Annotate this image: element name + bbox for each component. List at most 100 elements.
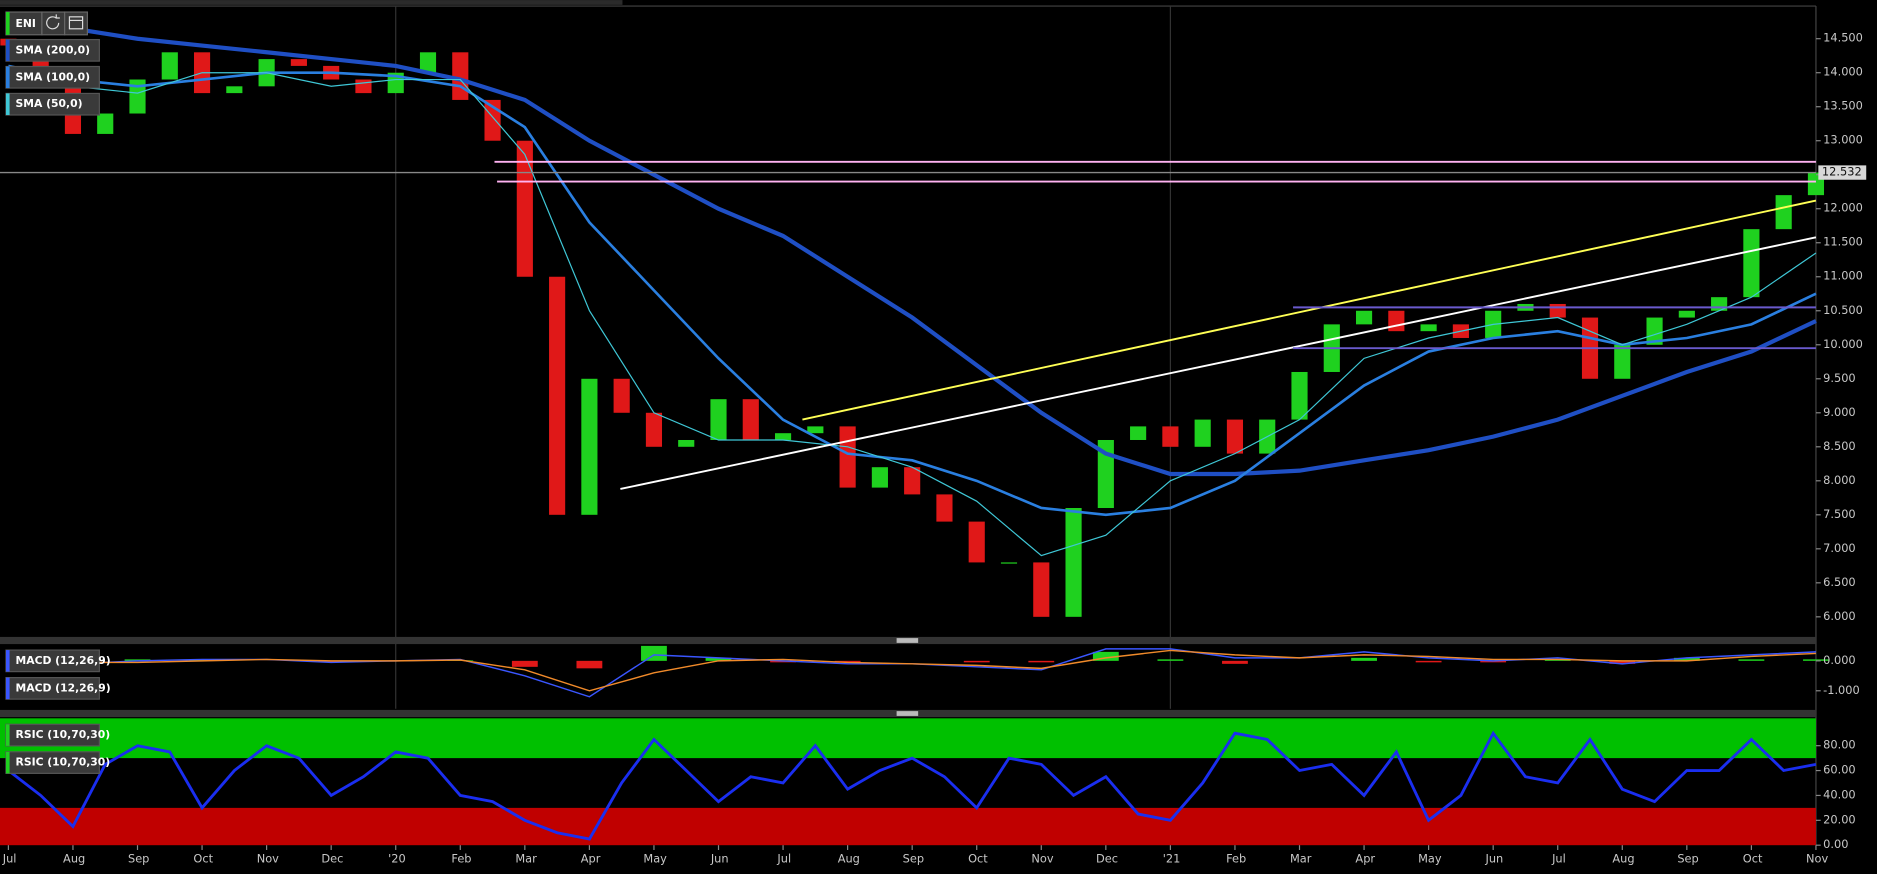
y-tick-label: 12.000 — [1823, 201, 1863, 215]
candle — [839, 426, 856, 488]
histogram-bar — [576, 660, 603, 669]
last-price-label: 12.532 — [1822, 165, 1862, 179]
x-tick-label: Jul — [1551, 852, 1566, 866]
candle — [581, 378, 598, 515]
legend-label: SMA (200,0) — [16, 43, 90, 56]
toolbar: ENI — [5, 11, 88, 36]
x-tick-label: '21 — [1163, 852, 1181, 866]
x-tick-label: Apr — [1355, 852, 1375, 866]
sma-line — [8, 64, 1817, 517]
sma-line — [8, 72, 1817, 557]
y-tick-label: 9.000 — [1823, 405, 1856, 419]
candle — [710, 399, 727, 440]
histogram-bar — [1222, 660, 1248, 664]
x-tick-label: May — [1418, 852, 1442, 866]
legend-label: RSIC (10,70,30) — [16, 756, 111, 769]
symbol: ENI — [16, 17, 36, 30]
histogram-bar — [1609, 660, 1636, 664]
y-tick-label: 7.000 — [1823, 541, 1856, 555]
x-tick-label: Oct — [1743, 852, 1763, 866]
legend-layer: SMA (200,0) SMA (100,0) SMA (50,0) MACD (12… — [5, 38, 111, 774]
candle — [290, 59, 307, 66]
candle — [1614, 344, 1631, 379]
divider-handle[interactable] — [896, 638, 919, 643]
candle — [355, 79, 372, 94]
histogram-bar — [641, 645, 667, 661]
legend-label: SMA (50,0) — [16, 97, 83, 110]
y-tick-label: -1.000 — [1823, 683, 1860, 697]
y-tick-label: 7.500 — [1823, 507, 1856, 521]
x-tick-label: Sep — [128, 852, 149, 866]
x-tick-label: Sep — [1677, 852, 1698, 866]
x-tick-label: Jun — [1484, 852, 1503, 866]
candle — [1775, 195, 1792, 230]
candle — [1646, 317, 1663, 345]
candle — [742, 399, 759, 440]
candle — [161, 52, 178, 80]
y-tick-label: 13.000 — [1823, 133, 1863, 147]
y-tick-label: 20.00 — [1823, 812, 1856, 826]
histogram-bar — [1351, 657, 1377, 661]
y-tick-label: 6.000 — [1823, 609, 1856, 623]
candle — [1065, 508, 1082, 617]
sma-line — [72, 26, 1817, 477]
candle — [1291, 371, 1308, 420]
candle — [774, 433, 792, 440]
candle — [1194, 419, 1211, 447]
y-tick-label: 60.00 — [1823, 763, 1856, 777]
histogram-bar — [1415, 660, 1442, 663]
x-tick-label: Oct — [193, 852, 213, 866]
legend-label: SMA (100,0) — [16, 70, 90, 83]
candle — [1226, 419, 1244, 454]
histogram-bar — [1028, 660, 1055, 663]
y-tick-label: 13.500 — [1823, 99, 1863, 113]
candle — [968, 521, 985, 563]
candle — [1000, 562, 1018, 564]
legend-swatch — [5, 677, 10, 700]
histogram-bar — [318, 660, 345, 663]
refresh-button[interactable] — [41, 11, 66, 36]
candle — [226, 86, 243, 94]
candle — [1388, 310, 1405, 332]
y-tick-label: 14.500 — [1823, 31, 1863, 45]
y-tick-label: 14.000 — [1823, 65, 1863, 79]
x-tick-label: Mar — [515, 852, 537, 866]
y-tick-label: 80.00 — [1823, 738, 1856, 752]
divider-handle[interactable] — [896, 711, 919, 716]
histogram-bar — [1803, 659, 1829, 661]
histogram-bar — [1480, 660, 1507, 663]
x-tick-label: Dec — [1096, 852, 1118, 866]
calendar-button[interactable] — [64, 11, 88, 36]
histogram-bar — [705, 657, 732, 661]
candle — [871, 467, 888, 488]
candle — [97, 113, 114, 134]
candle — [613, 378, 630, 413]
histogram-bar — [124, 659, 151, 661]
x-tick-label: Oct — [968, 852, 988, 866]
y-tick-label: 0.000 — [1823, 653, 1856, 667]
legend-swatch — [5, 66, 10, 89]
lines-layer — [0, 26, 1817, 841]
histogram-bar — [1673, 657, 1700, 661]
histogram-bar — [770, 660, 796, 663]
x-tick-label: Jul — [2, 852, 17, 866]
candle — [419, 52, 437, 73]
candle — [129, 79, 146, 114]
bands-layer — [0, 718, 1816, 846]
grid-layer — [395, 6, 1171, 709]
x-tick-label: Aug — [63, 852, 85, 866]
legend-label: MACD (12,26,9) — [16, 681, 111, 694]
candle — [678, 439, 695, 447]
legend-swatch — [5, 650, 10, 672]
x-tick-label: Nov — [1031, 852, 1053, 866]
candle — [1033, 562, 1050, 617]
candle — [1130, 426, 1147, 440]
candle — [1162, 426, 1179, 447]
trend-line — [620, 236, 1817, 490]
rsi-line — [7, 730, 1817, 841]
oversold-band — [0, 807, 1816, 846]
x-tick-label: Jul — [776, 852, 791, 866]
overbought-band — [0, 718, 1816, 759]
x-tick-label: Aug — [838, 852, 860, 866]
